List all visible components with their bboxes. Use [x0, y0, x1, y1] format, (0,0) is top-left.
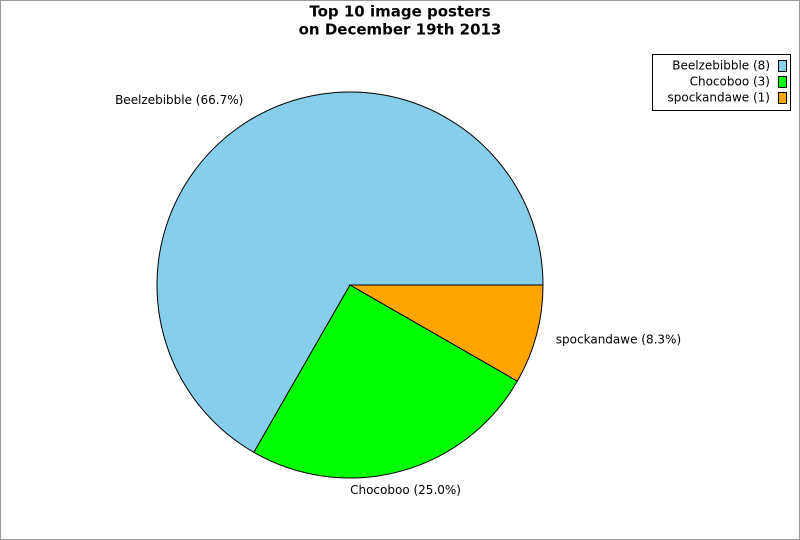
slice-label: spockandawe (8.3%): [556, 332, 681, 346]
chart-title: Top 10 image posters: [309, 3, 490, 21]
legend-swatch: [778, 76, 787, 88]
pie-slice: [253, 284, 519, 479]
legend-box: [652, 54, 791, 111]
legend-swatch: [778, 60, 787, 72]
pie-slice: [348, 284, 544, 382]
legend-label: Beelzebibble (8): [672, 59, 770, 73]
slice-label: Beelzebibble (66.7%): [115, 93, 243, 107]
legend-label: Chocoboo (3): [690, 75, 770, 89]
legend-swatch: [778, 92, 787, 104]
pie-slice: [156, 91, 544, 454]
legend-label: spockandawe (1): [668, 91, 771, 105]
chart-title: on December 19th 2013: [299, 21, 502, 39]
slice-label: Chocoboo (25.0%): [350, 483, 461, 497]
